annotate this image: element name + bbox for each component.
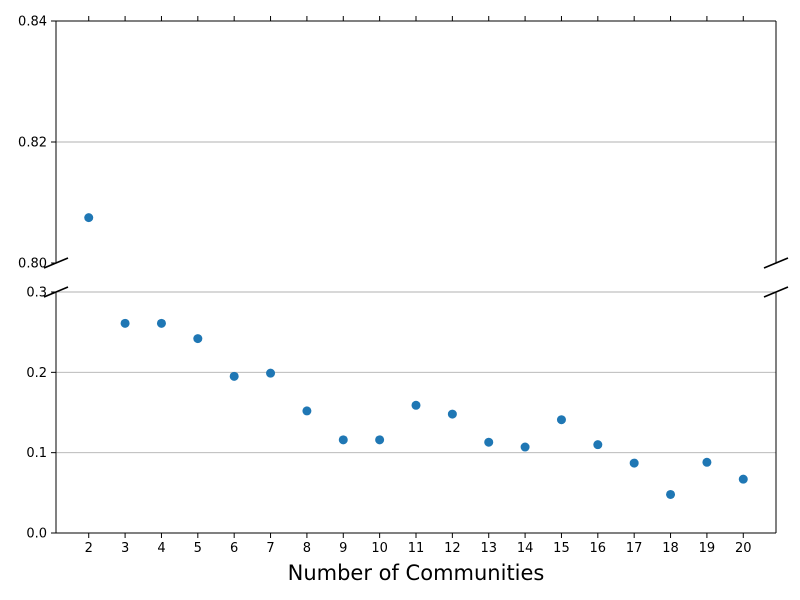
x-tick-label: 16 [590,541,607,556]
x-tick-label: 8 [303,541,311,556]
x-tick-label: 15 [553,541,570,556]
data-point [666,489,676,499]
x-tick-label: 11 [408,541,425,556]
x-axis-title: Number of Communities [288,561,545,585]
axis-break-mark [763,286,789,298]
data-point [484,437,494,447]
x-tick-label: 6 [230,541,238,556]
x-tick-label: 5 [194,541,202,556]
x-tick-label: 17 [626,541,643,556]
x-tick-label: 19 [699,541,716,556]
x-tick-label: 13 [480,541,497,556]
x-axis: 2 3 4 5 6 7 8 9 10 11 12 13 14 15 16 17 18 19 20 [85,16,752,556]
data-point [738,474,748,484]
data-point [302,406,312,416]
axis-break-mark [763,257,789,269]
data-point [193,334,203,344]
x-tick-label: 4 [157,541,165,556]
upper-y-tick-label: 0.82 [18,136,47,151]
x-tick-label: 20 [735,541,752,556]
lower-panel: 0.0 0.1 0.2 0.3 [26,286,777,542]
x-tick-label: 9 [339,541,347,556]
x-tick-label: 10 [371,541,388,556]
data-point [156,318,166,328]
axis-break-marks [43,257,789,298]
data-point [629,458,639,468]
x-tick-label: 7 [266,541,274,556]
axis-break-mark [43,286,69,298]
lower-y-tick-label: 0.3 [26,286,47,301]
data-point [593,440,603,450]
data-point [375,435,385,445]
upper-panel: 0.80 0.82 0.84 [18,15,777,272]
x-tick-label: 3 [121,541,129,556]
data-point [229,371,239,381]
data-points [84,213,748,499]
upper-y-tick-label: 0.80 [18,257,47,272]
lower-y-tick-label: 0.1 [26,446,47,461]
x-tick-label: 14 [517,541,534,556]
data-point [520,442,530,452]
axis-break-mark [43,257,69,269]
data-point [120,318,130,328]
x-tick-label: 12 [444,541,461,556]
data-point [338,435,348,445]
data-point [556,415,566,425]
lower-y-tick-label: 0.2 [26,366,47,381]
data-point [266,368,276,378]
upper-y-tick-label: 0.84 [18,15,47,30]
data-point [447,409,457,419]
data-point [84,213,94,223]
lower-y-tick-label: 0.0 [26,527,47,542]
x-tick-label: 2 [85,541,93,556]
x-tick-label: 18 [662,541,679,556]
data-point [702,457,712,467]
data-point [411,400,421,410]
